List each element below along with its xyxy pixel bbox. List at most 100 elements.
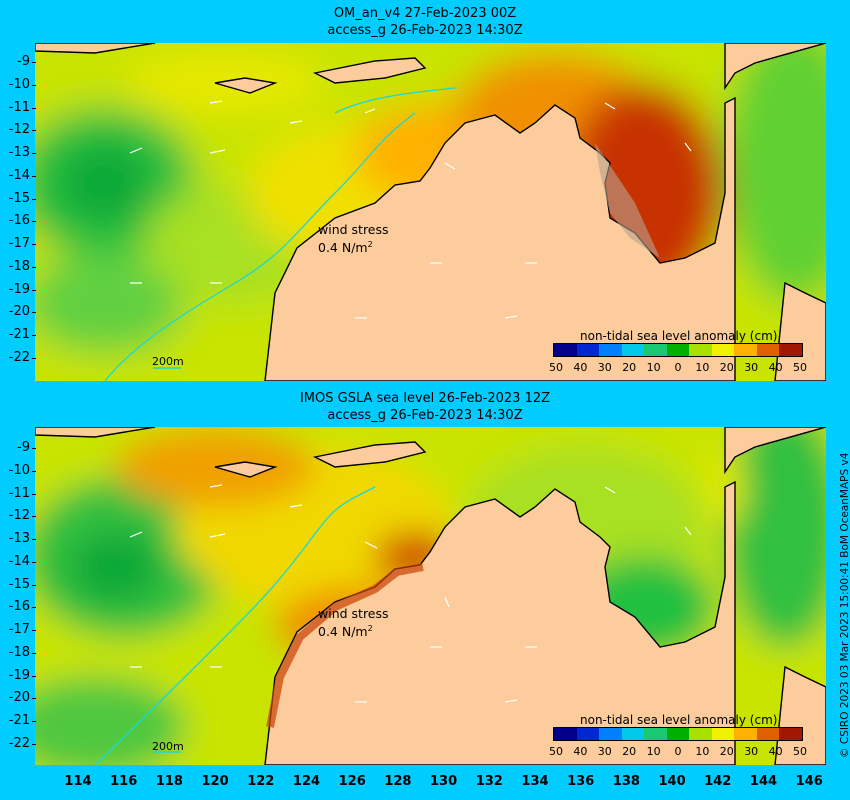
colorbar-tick-label: 50 (549, 745, 563, 758)
lat-tick-label: -10 (0, 463, 36, 478)
lon-tick-label: 142 (704, 774, 732, 789)
colorbar-swatch (621, 344, 645, 356)
lon-tick-label: 116 (110, 774, 138, 789)
colorbar-swatch (689, 728, 712, 740)
lat-tick-label: -20 (0, 305, 36, 319)
colorbar-swatch (689, 344, 712, 356)
lat-tick-label: -19 (0, 282, 36, 297)
lat-tick-label: -12 (0, 509, 36, 523)
colorbar-swatch (711, 344, 735, 356)
colorbar-tick-label: 0 (674, 361, 682, 374)
panel2-colorbar-title: non-tidal sea level anomaly (cm) (580, 713, 778, 727)
colorbar-tick-label: 10 (695, 361, 710, 374)
lat-tick-label: -21 (0, 714, 36, 728)
panel2-wind-value: 0.4 N/m (318, 624, 368, 640)
credit-text: © CSIRO 2023 03 Mar 2023 15:00:41 BoM Oc… (839, 452, 850, 758)
colorbar-tick-label: 40 (573, 361, 588, 374)
lon-tick-label: 114 (64, 774, 92, 789)
panel2-wind-legend: wind stress 0.4 N/m2 (318, 606, 389, 639)
lon-tick-label: 118 (155, 774, 183, 789)
panel1-subtitle: access_g 26-Feb-2023 14:30Z (327, 23, 523, 38)
panel1-wind-vectors (129, 100, 692, 319)
lat-tick-label: -11 (0, 100, 36, 115)
colorbar-tick-label: 40 (573, 745, 588, 758)
colorbar-swatch (711, 728, 735, 740)
lat-tick-label: -14 (0, 168, 36, 183)
lat-tick-label: -10 (0, 77, 36, 92)
lat-tick-label: -19 (0, 668, 36, 683)
colorbar-tick-label: 10 (646, 361, 661, 374)
lon-tick-label: 120 (201, 774, 229, 789)
panel2-coastal-band (266, 563, 424, 728)
lat-tick-label: -16 (0, 214, 36, 228)
lat-tick-label: -9 (0, 441, 36, 455)
colorbar-swatch (779, 344, 803, 356)
lat-tick-label: -17 (0, 237, 36, 251)
colorbar-swatch (734, 344, 757, 356)
lat-tick-label: -13 (0, 146, 36, 160)
lon-tick-label: 140 (658, 774, 686, 789)
colorbar-tick-label: 30 (744, 745, 759, 758)
colorbar-tick-label: 50 (793, 745, 807, 758)
panel1-wind-legend: wind stress 0.4 N/m2 (318, 222, 389, 255)
colorbar-swatch (554, 344, 577, 356)
colorbar-swatch (554, 728, 577, 740)
panel1-scale-label: 200m (152, 355, 184, 368)
colorbar-swatch (621, 728, 645, 740)
colorbar-tick-label: 20 (719, 745, 734, 758)
lat-tick-label: -20 (0, 691, 36, 705)
lon-tick-label: 122 (247, 774, 275, 789)
panel2-title: IMOS GSLA sea level 26-Feb-2023 12Z (299, 391, 551, 406)
panel2-map[interactable] (35, 427, 826, 765)
panel1-isobath (104, 87, 456, 381)
panel2-isobath (94, 486, 376, 765)
colorbar-swatch (734, 728, 757, 740)
lon-tick-label: 144 (749, 774, 778, 789)
colorbar-tick-label: 10 (646, 745, 661, 758)
colorbar-swatch (756, 728, 780, 740)
lon-tick-label: 132 (475, 774, 503, 789)
lat-tick-label: -21 (0, 328, 36, 342)
lon-tick-label: 146 (795, 774, 823, 789)
panel2-colorbar (553, 727, 803, 741)
panel2-scale-label: 200m (152, 740, 184, 753)
lat-tick-label: -15 (0, 191, 36, 206)
panel1-wind-label: wind stress (318, 222, 389, 237)
lat-tick-label: -22 (0, 736, 36, 751)
panel1-shelf (595, 143, 660, 258)
lat-tick-label: -16 (0, 600, 36, 614)
lat-tick-label: -18 (0, 259, 36, 274)
lat-tick-label: -14 (0, 554, 36, 569)
lat-tick-label: -12 (0, 123, 36, 137)
colorbar-tick-label: 30 (744, 361, 759, 374)
panel2-wind-unit-exp: 2 (367, 624, 373, 633)
colorbar-tick-label: 20 (622, 361, 637, 374)
lon-tick-label: 124 (292, 774, 321, 789)
colorbar-swatch (779, 728, 803, 740)
panel2-wind-vectors (129, 484, 692, 703)
panel1-map[interactable] (35, 43, 826, 381)
lon-tick-label: 130 (430, 774, 458, 789)
colorbar-tick-label: 20 (622, 745, 637, 758)
panel2-wind-label: wind stress (318, 606, 389, 621)
lat-tick-label: -15 (0, 577, 36, 592)
colorbar-swatch (756, 344, 780, 356)
lat-tick-label: -13 (0, 532, 36, 546)
panel1-land (35, 43, 826, 381)
lat-tick-label: -22 (0, 350, 36, 365)
colorbar-tick-label: 50 (793, 361, 807, 374)
colorbar-swatch (576, 344, 600, 356)
lon-tick-label: 126 (338, 774, 366, 789)
lat-tick-label: -17 (0, 623, 36, 637)
colorbar-swatch (644, 728, 667, 740)
panel2-subtitle: access_g 26-Feb-2023 14:30Z (327, 408, 523, 423)
colorbar-swatch (576, 728, 600, 740)
panel1-wind-unit-exp: 2 (367, 240, 373, 249)
panel1-colorbar (553, 343, 803, 357)
lon-tick-label: 134 (521, 774, 549, 789)
panel1-colorbar-title: non-tidal sea level anomaly (cm) (580, 329, 778, 343)
colorbar-tick-label: 30 (597, 361, 612, 374)
panel1-wind-value: 0.4 N/m (318, 240, 368, 256)
colorbar-swatch (599, 344, 622, 356)
colorbar-tick-label: 40 (768, 361, 783, 374)
